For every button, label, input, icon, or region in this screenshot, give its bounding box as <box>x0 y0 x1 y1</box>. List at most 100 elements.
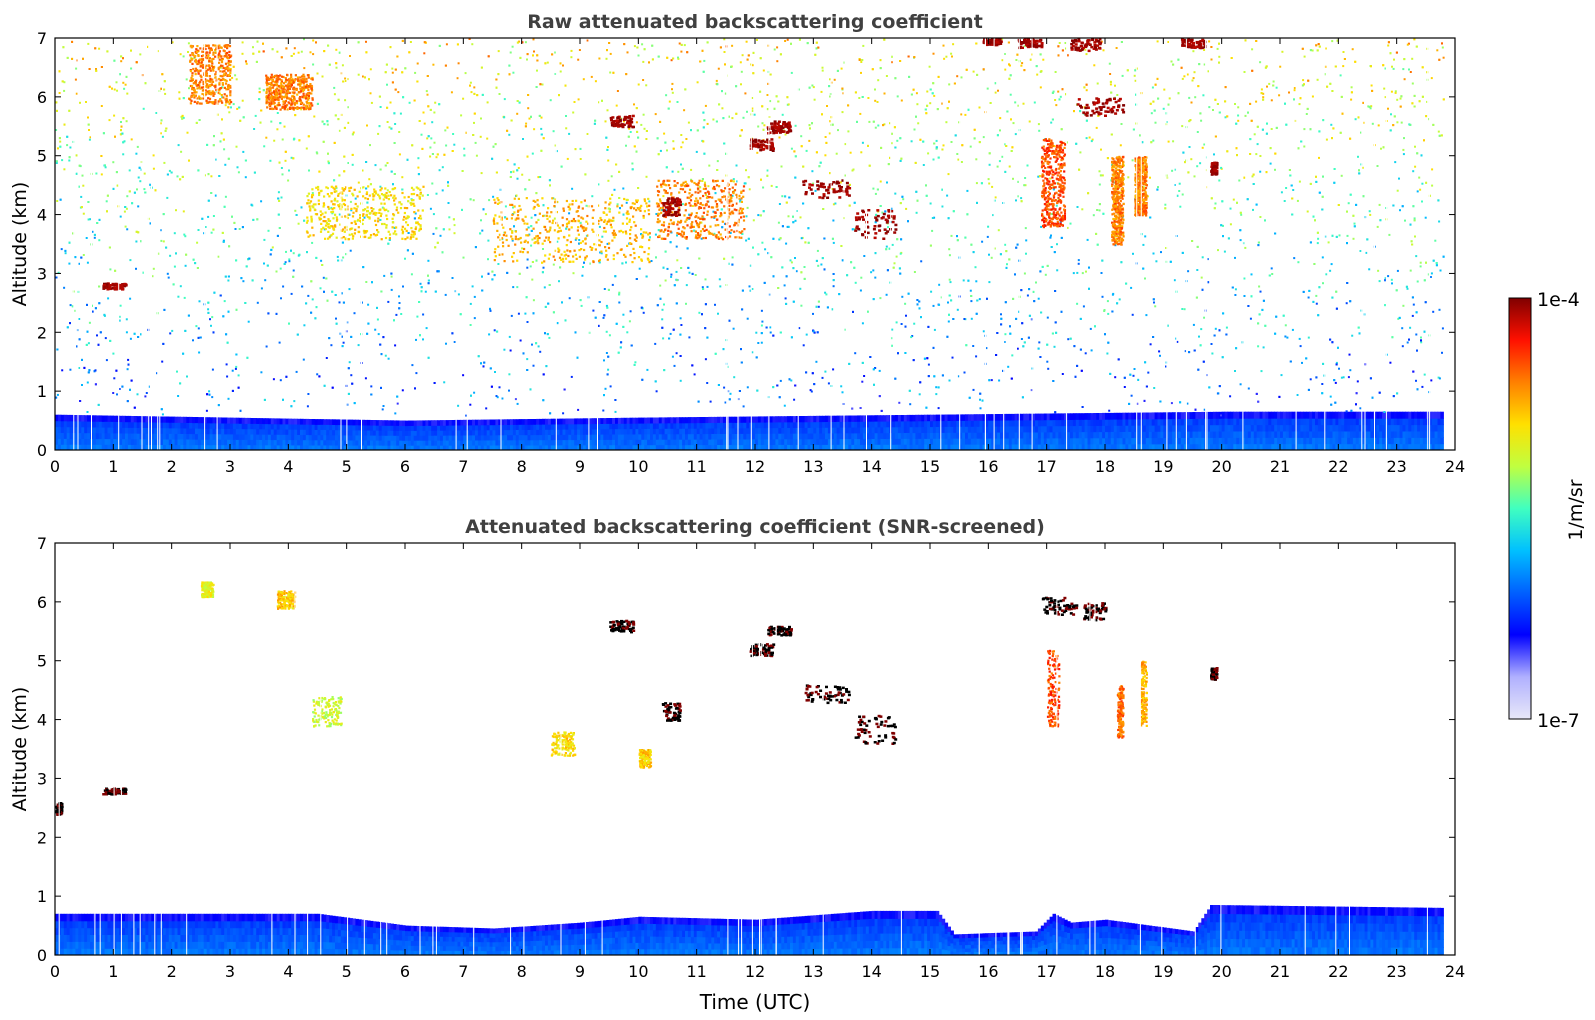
boundary-layer-cell <box>384 440 389 446</box>
boundary-layer-cell <box>183 438 187 445</box>
boundary-layer-cell <box>807 427 811 434</box>
boundary-layer-cell <box>1390 418 1395 426</box>
boundary-layer-cell <box>574 423 578 430</box>
boundary-layer-cell <box>722 433 727 440</box>
boundary-layer-cell <box>1128 425 1132 432</box>
boundary-layer-cell <box>792 416 797 423</box>
boundary-layer-cell <box>714 422 718 429</box>
boundary-layer-cell <box>66 438 71 445</box>
boundary-layer-cell <box>486 419 491 426</box>
boundary-layer-cell <box>1128 412 1132 420</box>
boundary-layer-cell <box>868 421 873 428</box>
noise-pixel <box>607 368 610 371</box>
boundary-layer-cell <box>329 444 333 450</box>
boundary-layer-cell <box>860 421 864 428</box>
boundary-layer-cell <box>381 430 386 436</box>
boundary-layer-cell <box>650 422 654 429</box>
boundary-layer-cell <box>297 439 301 446</box>
boundary-layer-cell <box>273 434 278 441</box>
boundary-layer-cell <box>326 444 330 450</box>
boundary-layer-cell <box>545 444 549 450</box>
boundary-layer-cell <box>813 415 817 423</box>
boundary-layer-cell <box>317 444 321 450</box>
noise-pixel <box>605 304 608 307</box>
noise-pixel <box>910 140 913 143</box>
boundary-layer-cell <box>355 434 359 441</box>
boundary-layer-cell <box>1052 431 1056 439</box>
boundary-layer-cell <box>670 422 674 429</box>
boundary-layer-cell <box>816 427 820 434</box>
boundary-layer-cell <box>95 415 100 422</box>
boundary-layer-cell <box>1020 431 1024 439</box>
noise-pixel <box>790 71 793 74</box>
boundary-layer-cell <box>84 444 88 450</box>
boundary-layer-cell <box>145 444 149 450</box>
boundary-layer-cell <box>498 434 502 441</box>
boundary-layer-cell <box>734 422 739 429</box>
boundary-layer-cell <box>300 439 304 446</box>
noise-pixel <box>1149 176 1151 179</box>
noise-pixel <box>357 181 360 184</box>
boundary-layer-cell <box>927 438 931 445</box>
boundary-layer-cell <box>92 444 97 450</box>
noise-pixel <box>68 262 71 265</box>
boundary-layer-cell <box>1105 412 1109 420</box>
boundary-layer-cell <box>270 444 275 450</box>
boundary-layer-cell <box>294 423 298 430</box>
boundary-layer-cell <box>157 433 161 440</box>
boundary-layer-cell <box>57 438 62 445</box>
boundary-layer-cell <box>1163 437 1167 445</box>
boundary-layer-cell <box>781 444 785 450</box>
boundary-layer-cell <box>407 430 412 436</box>
boundary-layer-cell <box>772 444 776 450</box>
boundary-layer-cell <box>565 444 569 450</box>
boundary-layer-cell <box>477 444 482 450</box>
boundary-layer-cell <box>63 414 68 422</box>
boundary-layer-cell <box>979 426 984 433</box>
boundary-layer-cell <box>442 440 447 446</box>
boundary-layer-cell <box>1070 425 1074 433</box>
boundary-layer-cell <box>276 444 281 450</box>
boundary-layer-cell <box>690 422 695 429</box>
boundary-layer-cell <box>195 417 199 424</box>
boundary-layer-cell <box>410 425 415 431</box>
boundary-layer-cell <box>428 435 432 441</box>
boundary-layer-cell <box>288 439 292 446</box>
noise-pixel <box>1394 161 1397 164</box>
boundary-layer-cell <box>340 424 345 431</box>
boundary-layer-cell <box>556 444 561 450</box>
boundary-layer-cell <box>466 429 470 436</box>
boundary-layer-cell <box>189 444 193 450</box>
boundary-layer-cell <box>308 444 313 450</box>
boundary-layer-cell <box>139 416 144 423</box>
boundary-layer-cell <box>78 444 82 450</box>
boundary-layer-cell <box>880 415 884 422</box>
boundary-layer-cell <box>1268 424 1272 432</box>
noise-pixel <box>874 126 877 129</box>
boundary-layer-cell <box>626 417 631 424</box>
noise-pixel <box>870 271 873 274</box>
boundary-layer-cell <box>238 433 243 440</box>
boundary-layer-cell <box>857 444 861 450</box>
boundary-layer-cell <box>402 425 406 431</box>
boundary-layer-cell <box>833 421 838 428</box>
boundary-layer-cell <box>55 444 59 450</box>
boundary-layer-cell <box>387 430 391 436</box>
boundary-layer-cell <box>1002 426 1007 433</box>
boundary-layer-cell <box>87 426 91 434</box>
boundary-layer-cell <box>160 438 164 445</box>
boundary-layer-cell <box>419 430 424 436</box>
boundary-layer-cell <box>798 444 803 450</box>
boundary-layer-cell <box>530 444 534 450</box>
boundary-layer-cell <box>574 429 578 435</box>
boundary-layer-cell <box>924 432 928 439</box>
boundary-layer-cell <box>256 423 260 430</box>
boundary-layer-cell <box>991 432 995 439</box>
boundary-layer-cell <box>203 422 208 429</box>
boundary-layer-cell <box>1005 432 1010 439</box>
boundary-layer-cell <box>956 444 960 450</box>
boundary-layer-cell <box>1067 443 1071 450</box>
boundary-layer-cell <box>1002 444 1007 450</box>
boundary-layer-cell <box>562 423 566 430</box>
boundary-layer-cell <box>854 427 858 434</box>
